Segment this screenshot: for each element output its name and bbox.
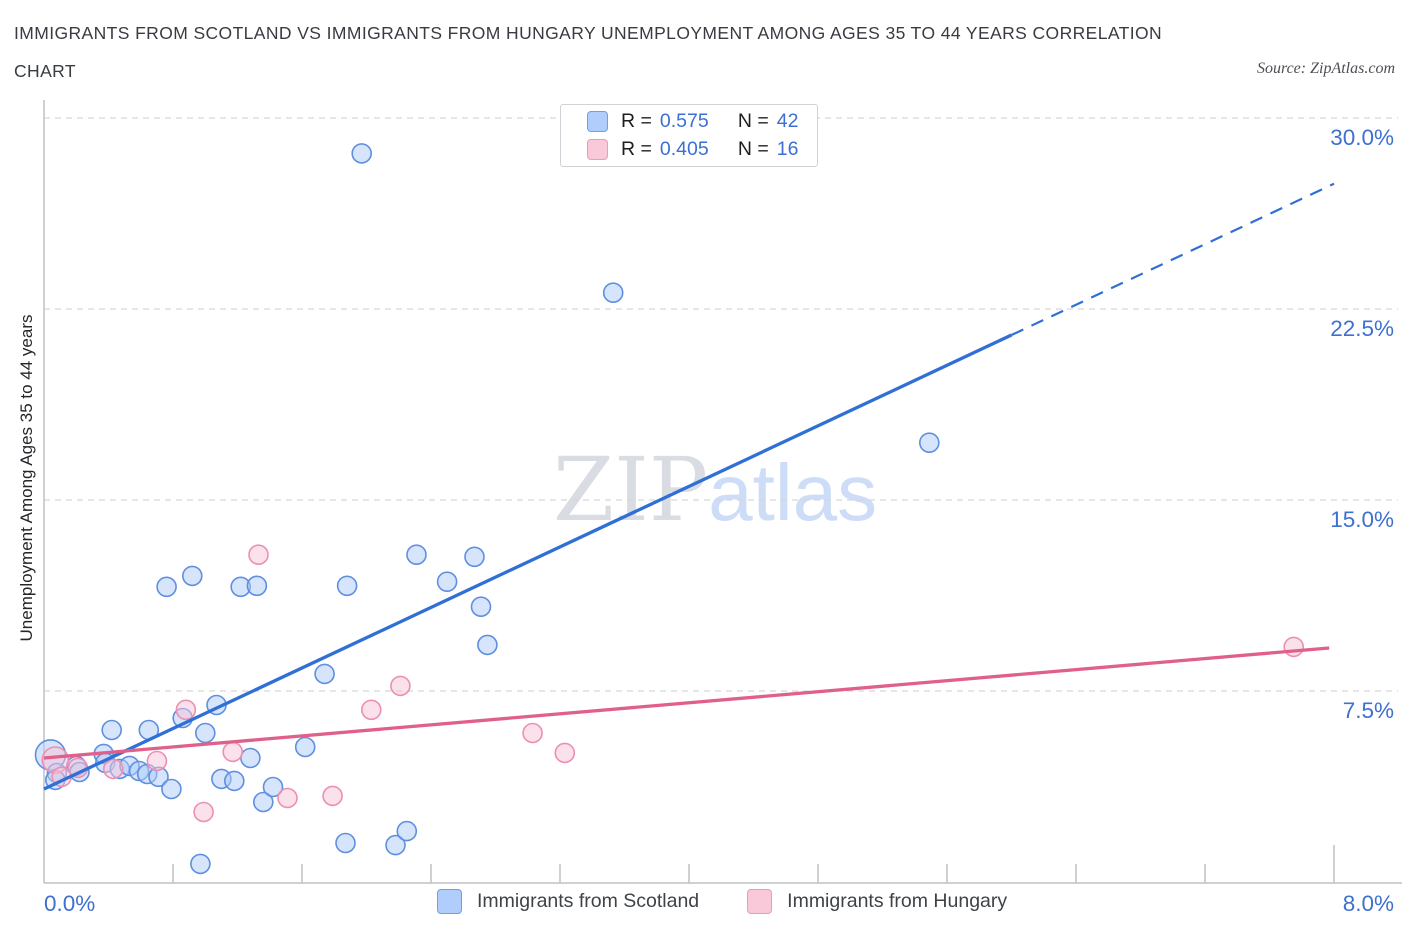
- scotland-point[interactable]: [161, 778, 182, 800]
- scotland-point[interactable]: [101, 719, 122, 741]
- hungary-swatch-icon: [747, 889, 773, 914]
- legend-label-scotland: Immigrants from Scotland: [477, 890, 700, 912]
- scotland-point[interactable]: [335, 832, 356, 854]
- scotland-point[interactable]: [351, 143, 373, 164]
- scotland-point[interactable]: [385, 834, 406, 856]
- scotland-point[interactable]: [602, 282, 624, 304]
- scotland-point[interactable]: [918, 432, 940, 454]
- legend-item-hungary: Immigrants from Hungary: [747, 889, 1007, 914]
- correlation-legend-box: R = 0.575 N = 42 R = 0.405 N = 16: [560, 104, 818, 167]
- hungary-point[interactable]: [248, 544, 269, 566]
- watermark: ZIPatlas: [553, 438, 877, 541]
- r-value: 0.405: [659, 138, 709, 160]
- scotland-point[interactable]: [396, 820, 418, 842]
- hungary-point[interactable]: [103, 758, 124, 780]
- y-tick-label: 7.5%: [1343, 698, 1394, 723]
- y-axis-title: Unemployment Among Ages 35 to 44 years: [17, 314, 36, 642]
- r-label: R =: [621, 110, 652, 132]
- legend-label-hungary: Immigrants from Hungary: [787, 890, 1008, 912]
- r-label: R =: [621, 138, 652, 160]
- scotland-point[interactable]: [406, 544, 427, 566]
- hungary-point[interactable]: [277, 787, 298, 809]
- scotland-point[interactable]: [224, 770, 245, 792]
- scotland-point[interactable]: [182, 565, 203, 587]
- scotland-point[interactable]: [436, 571, 458, 593]
- x-tick-label-min: 0.0%: [44, 891, 95, 916]
- page-title-line2: CHART: [14, 61, 76, 81]
- hungary-point[interactable]: [1283, 636, 1304, 658]
- scotland-point[interactable]: [190, 853, 211, 875]
- page-title-line1: IMMIGRANTS FROM SCOTLAND VS IMMIGRANTS F…: [14, 23, 1163, 43]
- hungary-point[interactable]: [193, 801, 214, 823]
- scotland-correlation-row: R = 0.575 N = 42: [587, 110, 817, 133]
- scotland-point[interactable]: [464, 546, 485, 568]
- page-title: IMMIGRANTS FROM SCOTLAND VS IMMIGRANTS F…: [14, 14, 1162, 90]
- y-tick-label: 22.5%: [1330, 316, 1394, 341]
- scotland-trendline: [43, 333, 1013, 791]
- hungary-point[interactable]: [554, 742, 576, 764]
- legend-item-scotland: Immigrants from Scotland: [437, 889, 699, 914]
- scotland-point[interactable]: [156, 576, 177, 598]
- hungary-point[interactable]: [175, 699, 197, 721]
- series-legend: Immigrants from Scotland Immigrants from…: [437, 889, 1007, 914]
- hungary-point[interactable]: [390, 675, 411, 697]
- scotland-point[interactable]: [246, 575, 268, 597]
- r-value: 0.575: [659, 110, 709, 132]
- x-tick-label-max: 8.0%: [1343, 891, 1394, 916]
- scotland-point[interactable]: [195, 722, 216, 744]
- hungary-swatch-icon: [587, 139, 608, 160]
- n-label: N =: [737, 110, 769, 132]
- scotland-point[interactable]: [294, 736, 316, 758]
- n-value: 16: [776, 138, 799, 160]
- scotland-point[interactable]: [240, 747, 261, 769]
- y-tick-label: 15.0%: [1330, 507, 1394, 532]
- y-tick-label: 30.0%: [1330, 125, 1394, 150]
- scotland-point[interactable]: [336, 575, 358, 597]
- scotland-swatch-icon: [587, 111, 608, 132]
- hungary-point[interactable]: [322, 785, 343, 807]
- hungary-trendline: [43, 646, 1330, 760]
- scotland-point[interactable]: [262, 776, 284, 798]
- hungary-point[interactable]: [222, 741, 243, 763]
- scotland-point[interactable]: [314, 663, 335, 685]
- scotland-trendline-extension: [1011, 182, 1335, 337]
- hungary-point[interactable]: [522, 722, 543, 744]
- n-label: N =: [737, 138, 769, 160]
- scotland-point[interactable]: [470, 596, 492, 618]
- scotland-point[interactable]: [477, 634, 498, 656]
- scotland-point[interactable]: [252, 791, 274, 813]
- source-credit: Source: ZipAtlas.com: [1256, 60, 1395, 77]
- hungary-point[interactable]: [146, 750, 168, 772]
- n-value: 42: [776, 110, 799, 132]
- scotland-swatch-icon: [437, 889, 462, 914]
- hungary-correlation-row: R = 0.405 N = 16: [587, 138, 817, 161]
- hungary-point[interactable]: [360, 699, 382, 721]
